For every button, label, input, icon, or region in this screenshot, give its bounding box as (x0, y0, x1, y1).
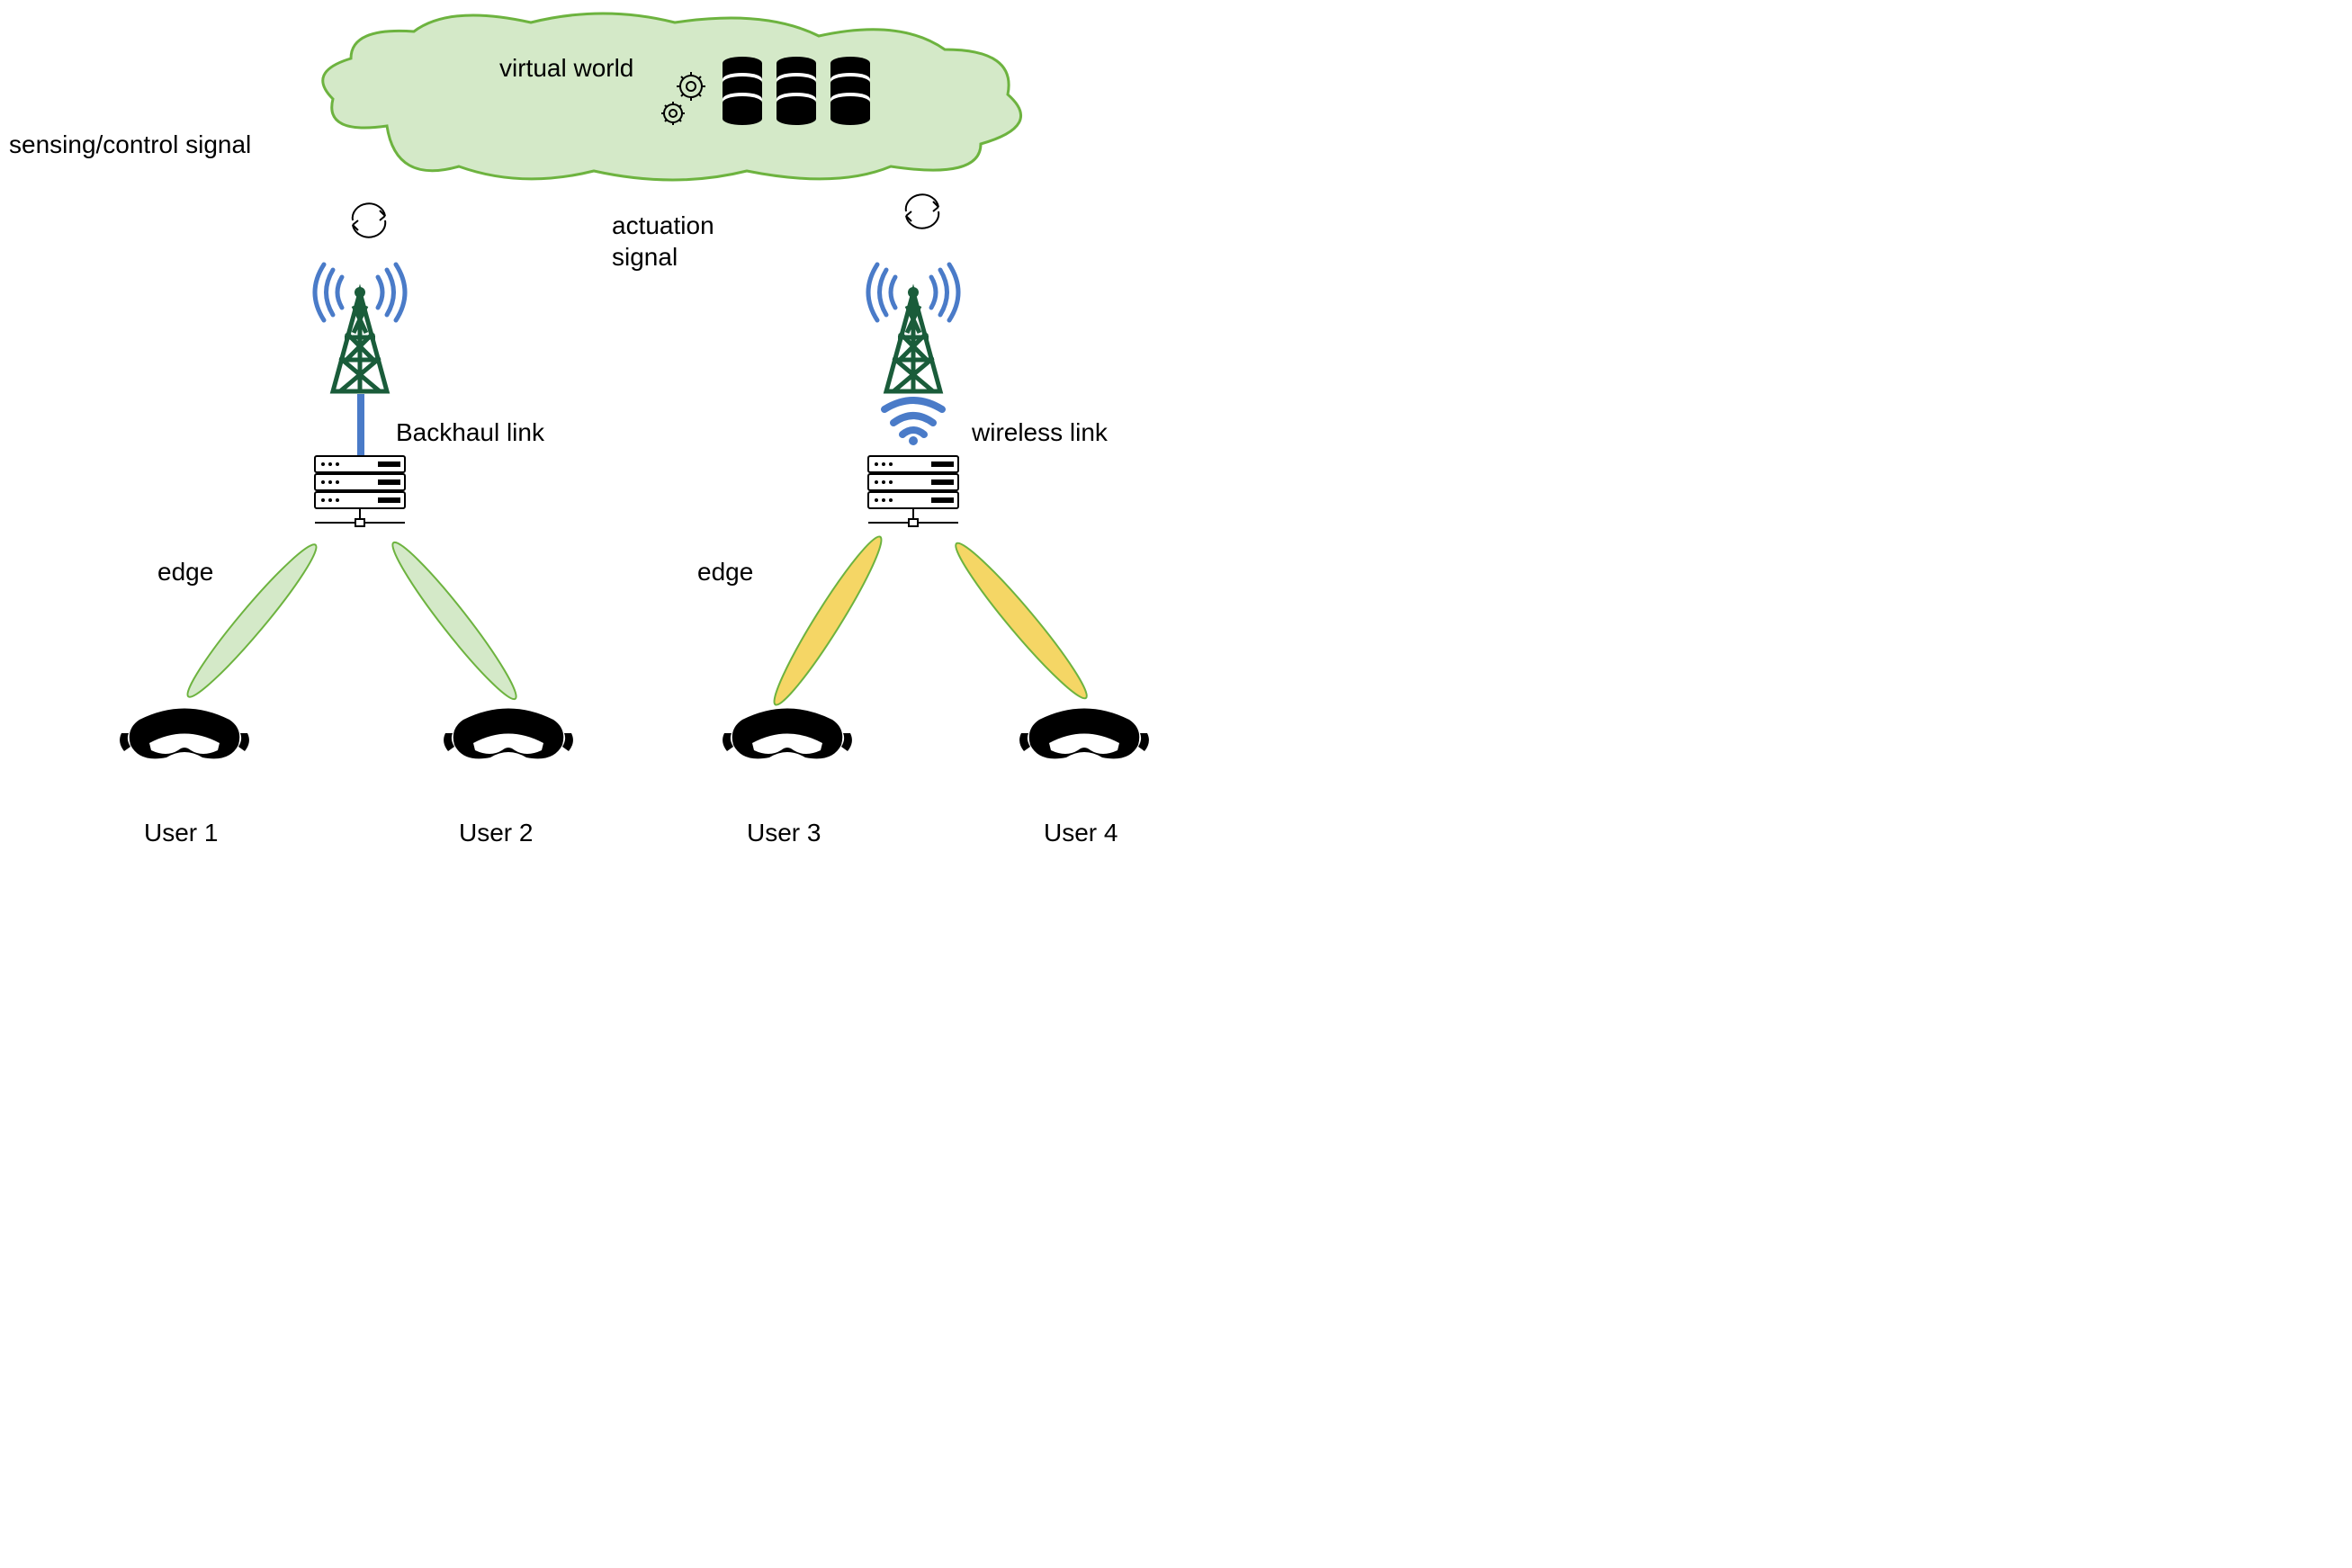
backhaul-link-line (356, 394, 365, 461)
user-4-label: User 4 (1044, 819, 1118, 847)
headset-user-1-icon (117, 702, 252, 774)
virtual-world-label: virtual world (499, 54, 633, 83)
actuation-label-line2: signal (612, 243, 678, 272)
database-icon (720, 54, 873, 135)
headset-user-4-icon (1017, 702, 1152, 774)
user-1-label: User 1 (144, 819, 218, 847)
headset-user-3-icon (720, 702, 855, 774)
sensing-control-label: sensing/control signal (9, 130, 251, 159)
beam-left-2 (355, 522, 553, 724)
backhaul-link-label: Backhaul link (396, 418, 544, 447)
gears-icon (657, 70, 711, 138)
tower-right-icon (864, 261, 963, 400)
wireless-link-label: wireless link (972, 418, 1108, 447)
actuation-label-line1: actuation (612, 211, 714, 240)
sync-arrows-right-icon (895, 189, 949, 238)
user-2-label: User 2 (459, 819, 533, 847)
tower-left-icon (310, 261, 409, 400)
wifi-icon (877, 396, 949, 450)
user-3-label: User 3 (747, 819, 821, 847)
sync-arrows-left-icon (342, 198, 396, 247)
beam-right-1 (729, 522, 927, 724)
beam-left-1 (135, 522, 369, 724)
beam-right-2 (918, 522, 1125, 724)
headset-user-2-icon (441, 702, 576, 774)
